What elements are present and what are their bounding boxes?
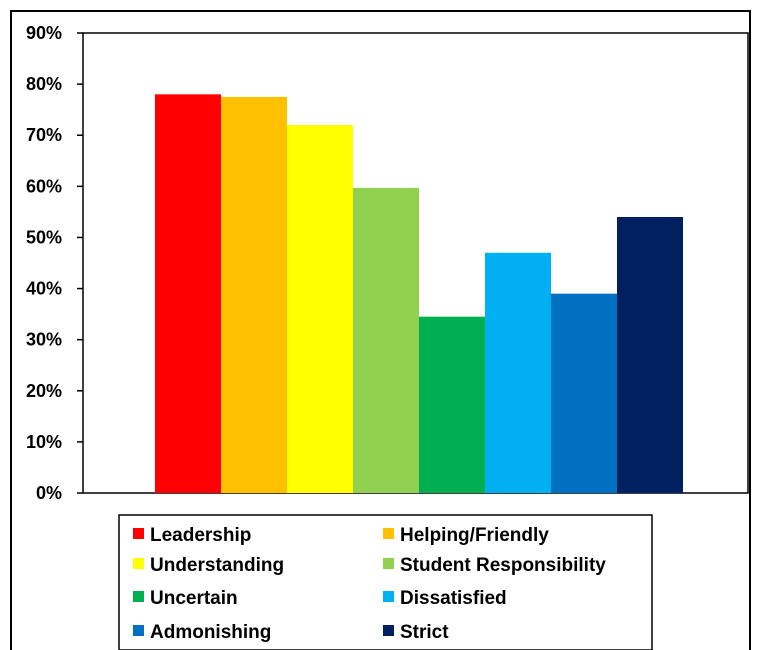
bar-dissatisfied [485, 252, 551, 493]
bar-understanding [287, 125, 353, 493]
legend-label: Strict [400, 622, 449, 643]
y-tick-label: 20% [26, 381, 62, 401]
legend-swatch [133, 558, 144, 569]
legend-label: Leadership [150, 525, 251, 546]
legend-label: Helping/Friendly [400, 525, 549, 546]
bar-uncertain [419, 316, 485, 493]
legend-label: Dissatisfied [400, 588, 507, 609]
y-tick-label: 90% [26, 23, 62, 43]
y-tick-label: 50% [26, 227, 62, 247]
legend-label: Admonishing [150, 622, 271, 643]
bar-strict [617, 217, 683, 493]
legend-swatch [133, 528, 144, 539]
bar-student-responsibility [353, 187, 419, 493]
y-tick-label: 60% [26, 176, 62, 196]
legend: Leadership Helping/Friendly Understanding S… [118, 514, 653, 650]
legend-swatch [383, 528, 394, 539]
bar-admonishing [551, 293, 617, 493]
legend-label: Uncertain [150, 588, 238, 609]
y-tick-label: 80% [26, 74, 62, 94]
legend-swatch [133, 625, 144, 636]
y-tick-label: 70% [26, 125, 62, 145]
y-tick-label: 0% [36, 483, 62, 503]
legend-swatch [133, 591, 144, 602]
legend-swatch [383, 558, 394, 569]
y-axis: 0% 10% 20% 30% 40% 50% 60% 70% 80% 90% [26, 23, 83, 503]
y-tick-label: 10% [26, 432, 62, 452]
legend-label: Understanding [150, 555, 284, 576]
bars [155, 94, 683, 493]
bar-helping-friendly [221, 96, 287, 493]
y-tick-label: 40% [26, 279, 62, 299]
legend-swatch [383, 591, 394, 602]
legend-label: Student Responsibility [400, 555, 606, 576]
y-tick-label: 30% [26, 330, 62, 350]
bar-leadership [155, 94, 221, 493]
chart-frame [10, 10, 751, 650]
legend-swatch [383, 625, 394, 636]
